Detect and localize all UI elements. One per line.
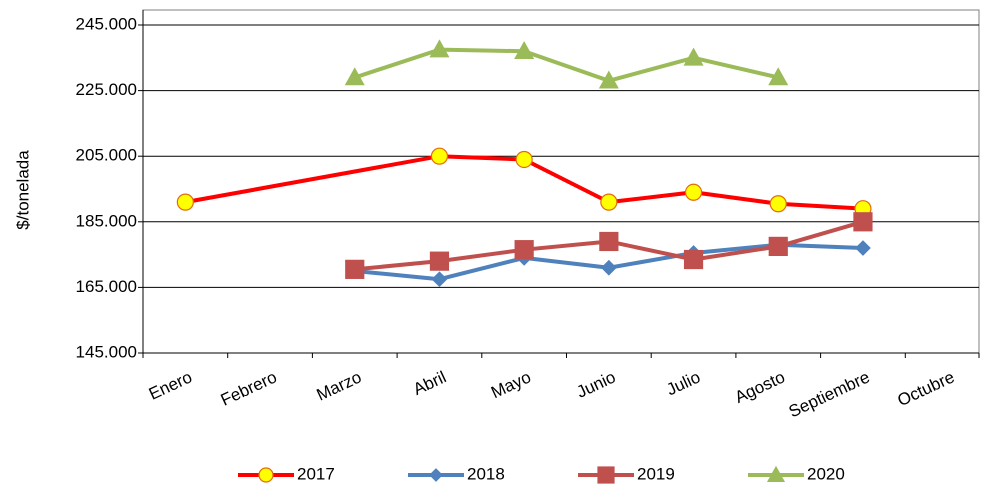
marker <box>344 67 365 86</box>
legend-label: 2017 <box>297 464 335 483</box>
marker <box>514 41 535 60</box>
marker <box>855 240 871 256</box>
marker <box>429 39 450 58</box>
marker <box>766 465 786 482</box>
marker <box>258 467 274 483</box>
y-tick-label: 205.000 <box>76 146 137 165</box>
marker <box>769 195 787 213</box>
marker <box>601 259 617 276</box>
marker <box>768 236 788 256</box>
plot-frame <box>142 9 980 354</box>
x-tick-label: Agosto <box>732 367 788 407</box>
y-tick-label: 165.000 <box>76 277 137 296</box>
marker <box>599 231 619 252</box>
marker <box>514 240 534 260</box>
marker <box>429 468 443 482</box>
marker <box>429 251 450 271</box>
x-tick-label: Abril <box>410 367 449 399</box>
x-tick-label: Mayo <box>488 367 534 402</box>
marker <box>768 67 789 86</box>
x-tick-label: Julio <box>664 367 704 399</box>
series-line <box>354 47 779 83</box>
marker <box>600 193 618 211</box>
x-tick-label: Octubre <box>894 367 957 410</box>
marker <box>683 47 704 66</box>
x-tick-label: Enero <box>146 367 195 403</box>
x-tick-label: Septiembre <box>786 367 873 421</box>
marker <box>345 259 365 279</box>
x-tick-label: Junio <box>574 367 619 401</box>
marker <box>684 183 703 201</box>
legend-label: 2020 <box>807 464 845 483</box>
marker <box>431 271 448 288</box>
x-tick-label: Marzo <box>314 367 365 404</box>
y-axis-label: $/tonelada <box>13 150 32 230</box>
marker <box>515 150 533 169</box>
marker <box>853 212 873 232</box>
x-tick-label: Febrero <box>218 367 280 409</box>
marker <box>683 249 704 270</box>
marker <box>176 193 194 211</box>
y-tick-label: 245.000 <box>76 14 137 33</box>
y-tick-label: 225.000 <box>76 80 137 99</box>
y-tick-label: 185.000 <box>76 211 137 230</box>
marker <box>598 70 619 89</box>
y-tick-label: 145.000 <box>76 342 137 361</box>
legend-label: 2019 <box>637 464 675 483</box>
marker <box>597 466 615 484</box>
marker <box>430 147 449 165</box>
legend-label: 2018 <box>467 464 505 483</box>
